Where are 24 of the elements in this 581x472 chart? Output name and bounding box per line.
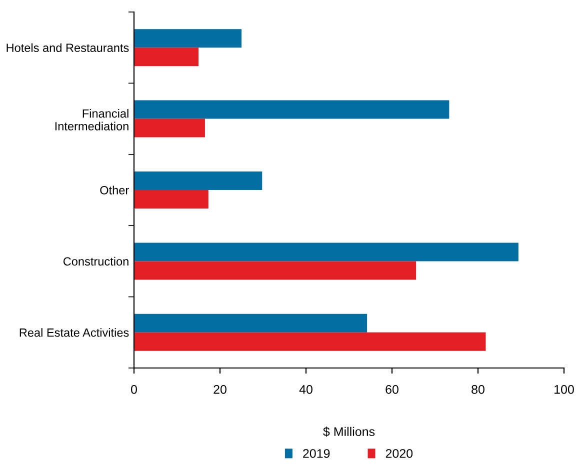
y-tick-label: Other — [100, 186, 129, 194]
legend-label: 2020 — [386, 449, 413, 458]
x-tick-label: 40 — [299, 384, 312, 394]
bar — [134, 48, 198, 66]
bar — [134, 29, 242, 48]
bar — [134, 332, 486, 351]
bar — [134, 261, 416, 280]
bar — [134, 314, 368, 332]
legend-label: 2019 — [303, 449, 330, 458]
bar — [134, 190, 208, 209]
x-axis-title: $ Millions — [323, 426, 375, 437]
x-tick-label: 80 — [472, 384, 484, 394]
y-tick-label: Financial Intermediation — [55, 109, 128, 130]
bar — [134, 171, 262, 190]
y-tick-label: Real Estate Activities — [20, 328, 129, 337]
y-tick-label: Hotels and Restaurants — [6, 43, 129, 52]
x-tick-label: 60 — [386, 384, 398, 394]
x-tick-label: 20 — [214, 384, 226, 394]
x-tick-label: 0 — [131, 384, 137, 394]
x-tick-label: 100 — [554, 384, 574, 394]
bar — [134, 242, 518, 262]
bar — [134, 100, 450, 119]
bar — [134, 118, 205, 138]
y-tick-label: Construction — [63, 256, 128, 266]
